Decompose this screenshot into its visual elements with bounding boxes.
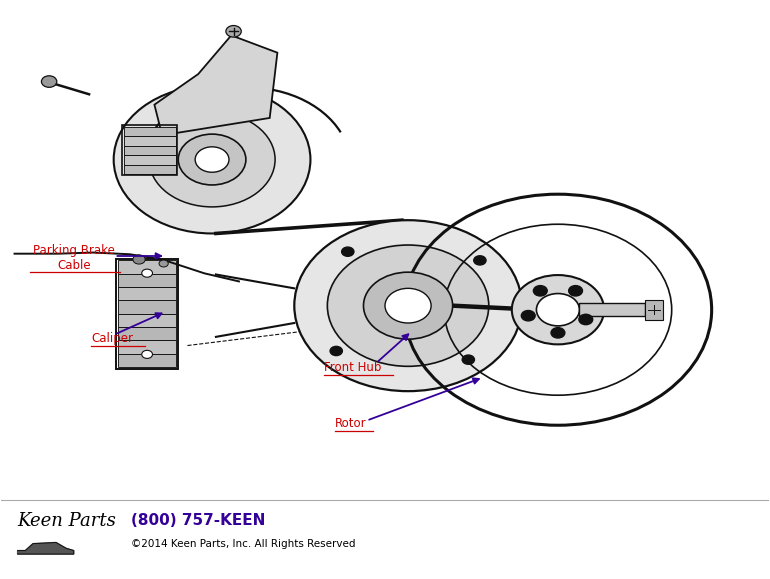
Bar: [124, 155, 176, 164]
Bar: [122, 126, 177, 175]
Circle shape: [534, 285, 547, 296]
Circle shape: [114, 86, 310, 233]
Bar: [124, 145, 176, 155]
Circle shape: [142, 350, 152, 358]
Polygon shape: [155, 35, 277, 135]
Text: Parking Brake
Cable: Parking Brake Cable: [33, 244, 115, 272]
Circle shape: [579, 314, 593, 325]
Circle shape: [474, 256, 486, 265]
Bar: [116, 259, 178, 369]
Bar: [119, 327, 176, 340]
Circle shape: [521, 310, 535, 321]
Text: Front Hub: Front Hub: [323, 361, 381, 374]
Bar: [119, 274, 176, 287]
Bar: [580, 303, 644, 316]
Text: Rotor: Rotor: [335, 417, 367, 430]
Text: ©2014 Keen Parts, Inc. All Rights Reserved: ©2014 Keen Parts, Inc. All Rights Reserv…: [132, 539, 356, 549]
Circle shape: [159, 260, 169, 267]
Text: (800) 757-KEEN: (800) 757-KEEN: [132, 513, 266, 528]
Bar: [119, 314, 176, 327]
Circle shape: [330, 346, 343, 356]
Text: Caliper: Caliper: [92, 332, 133, 345]
Circle shape: [551, 328, 565, 338]
Polygon shape: [18, 543, 74, 554]
Circle shape: [462, 355, 474, 364]
Circle shape: [142, 269, 152, 277]
Circle shape: [195, 147, 229, 172]
Bar: [119, 340, 176, 354]
Circle shape: [42, 76, 57, 87]
Circle shape: [363, 272, 453, 339]
Bar: [124, 164, 176, 174]
Circle shape: [385, 288, 431, 323]
Circle shape: [226, 25, 241, 37]
Bar: [119, 354, 176, 367]
Bar: [119, 287, 176, 301]
Circle shape: [178, 134, 246, 185]
Circle shape: [569, 285, 582, 296]
Circle shape: [149, 112, 275, 207]
Circle shape: [133, 255, 146, 264]
Bar: [119, 261, 176, 274]
Circle shape: [327, 245, 489, 367]
Bar: [124, 136, 176, 145]
Circle shape: [342, 247, 354, 256]
Bar: [124, 127, 176, 136]
Circle shape: [294, 220, 522, 391]
Bar: [644, 300, 663, 320]
Circle shape: [537, 294, 580, 326]
Circle shape: [512, 275, 604, 345]
Text: Keen Parts: Keen Parts: [18, 512, 116, 530]
Bar: [119, 301, 176, 314]
